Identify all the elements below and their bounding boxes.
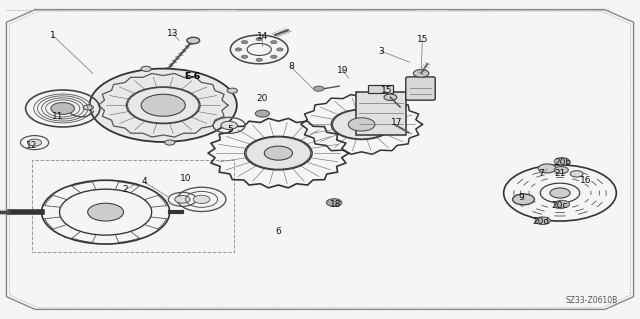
Circle shape [236, 48, 242, 51]
Circle shape [83, 105, 93, 110]
Circle shape [28, 139, 42, 146]
Circle shape [141, 66, 151, 71]
Text: 5: 5 [228, 125, 233, 134]
FancyBboxPatch shape [356, 92, 406, 135]
FancyBboxPatch shape [368, 85, 394, 93]
Text: 15: 15 [381, 86, 393, 95]
Text: 15: 15 [417, 35, 428, 44]
Text: 17: 17 [391, 118, 403, 127]
Circle shape [276, 48, 283, 51]
Circle shape [348, 118, 375, 131]
Text: 8: 8 [289, 63, 294, 71]
Text: 20c: 20c [552, 201, 568, 210]
Circle shape [90, 69, 237, 142]
Circle shape [241, 55, 248, 58]
Text: 9: 9 [519, 193, 524, 202]
Circle shape [256, 58, 262, 61]
FancyBboxPatch shape [406, 77, 435, 100]
Circle shape [538, 164, 556, 173]
Text: 10: 10 [180, 174, 191, 183]
Text: 1: 1 [50, 31, 55, 40]
Text: 14: 14 [257, 32, 268, 41]
Circle shape [554, 167, 568, 174]
Circle shape [513, 194, 534, 205]
Text: 18: 18 [330, 200, 342, 209]
Circle shape [227, 88, 237, 93]
Text: 20b: 20b [555, 158, 572, 167]
Circle shape [332, 110, 391, 139]
Text: E-6: E-6 [184, 72, 200, 81]
Text: 19: 19 [337, 66, 348, 75]
Circle shape [554, 200, 570, 208]
Circle shape [221, 121, 237, 130]
Circle shape [246, 137, 311, 169]
Circle shape [164, 140, 175, 145]
Text: 13: 13 [167, 29, 179, 38]
Text: 16: 16 [580, 176, 591, 185]
Text: 20: 20 [257, 94, 268, 103]
Circle shape [554, 158, 570, 165]
Circle shape [255, 110, 269, 117]
Text: 20d: 20d [532, 217, 549, 226]
Text: 3: 3 [378, 47, 383, 56]
Circle shape [88, 203, 124, 221]
Text: 6: 6 [276, 227, 281, 236]
Text: SZ33-Z0610B: SZ33-Z0610B [565, 296, 618, 305]
Circle shape [271, 55, 277, 58]
Circle shape [314, 86, 324, 91]
Circle shape [326, 199, 342, 206]
Text: 7: 7 [538, 169, 543, 178]
Text: 11: 11 [52, 112, 63, 121]
Circle shape [413, 70, 429, 77]
Text: 21: 21 [554, 169, 566, 178]
Circle shape [535, 217, 550, 225]
Circle shape [550, 188, 570, 198]
Circle shape [384, 94, 397, 100]
Circle shape [175, 196, 190, 203]
Text: E-6: E-6 [184, 72, 200, 81]
Text: 2: 2 [122, 185, 127, 194]
Circle shape [264, 146, 292, 160]
Circle shape [271, 41, 277, 44]
Circle shape [570, 171, 583, 177]
Circle shape [187, 37, 200, 44]
Text: 4: 4 [141, 177, 147, 186]
Circle shape [193, 195, 210, 204]
Circle shape [141, 94, 186, 116]
Text: 12: 12 [26, 141, 38, 150]
Circle shape [51, 102, 75, 115]
Circle shape [241, 41, 248, 44]
Circle shape [256, 38, 262, 41]
